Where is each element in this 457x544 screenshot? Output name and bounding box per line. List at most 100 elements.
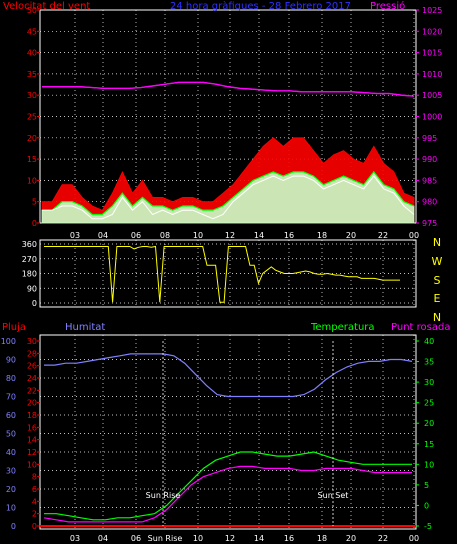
rain-y-tick-label: 22	[27, 386, 37, 395]
direction-y-tick-label: 270	[22, 255, 37, 264]
top-y-right-tick-label: 985	[422, 176, 437, 185]
bottom-x-tick-label: 22	[378, 534, 388, 543]
humidity-y-tick-label: 10	[6, 504, 16, 513]
rain-title: Pluja	[2, 322, 26, 333]
wind-direction-series-line	[44, 245, 400, 303]
top-y-left-tick-label: 50	[27, 6, 37, 15]
rain-y-tick-label: 16	[27, 423, 37, 432]
direction-label: W	[432, 255, 443, 268]
top-x-tick-label: 16	[284, 231, 294, 240]
bottom-x-tick-label: 00	[409, 534, 419, 543]
dewpoint-series-line	[43, 465, 412, 523]
chart-date-title: 24 hora gràfiques - 28 Febrero 2017	[170, 0, 351, 12]
direction-label: N	[433, 311, 441, 324]
top-x-tick-label: 06	[131, 231, 141, 240]
direction-y-tick-label: 360	[22, 240, 37, 249]
bottom-x-tick-label: 14	[254, 534, 264, 543]
wind-average-series-line	[42, 170, 415, 216]
direction-y-tick-label: 0	[32, 299, 37, 308]
top-x-tick-label: 14	[254, 231, 264, 240]
pressure-title: Pressió	[370, 0, 405, 12]
top-y-right-tick-label: 1020	[422, 27, 442, 36]
top-y-right-tick-label: 1010	[422, 70, 442, 79]
top-y-left-tick-label: 10	[27, 176, 37, 185]
temperature-y-tick-label: -5	[424, 522, 432, 531]
humidity-series-line	[44, 353, 413, 398]
humidity-y-tick-label: 0	[11, 522, 16, 531]
rain-y-tick-label: 4	[32, 497, 37, 506]
top-y-right-tick-label: 980	[422, 198, 437, 207]
rain-y-tick-label: 12	[27, 448, 37, 457]
top-y-left-tick-label: 20	[27, 134, 37, 143]
temperature-y-tick-label: 30	[424, 378, 434, 387]
top-x-tick-label: 10	[193, 231, 203, 240]
top-x-tick-label: 04	[98, 231, 108, 240]
bottom-x-tick-label: 12	[225, 534, 235, 543]
top-x-tick-label: 00	[409, 231, 419, 240]
bottom-x-tick-label: 04	[98, 534, 108, 543]
rain-y-tick-label: 0	[32, 522, 37, 531]
top-y-right-tick-label: 1000	[422, 113, 442, 122]
rain-y-tick-label: 14	[27, 436, 37, 445]
humidity-y-tick-label: 100	[1, 337, 16, 346]
wind-speed-series-line	[42, 175, 415, 220]
top-y-left-tick-label: 25	[27, 113, 37, 122]
direction-label: S	[434, 274, 441, 287]
top-y-left-tick-label: 5	[32, 198, 37, 207]
rain-y-tick-label: 10	[27, 460, 37, 469]
top-y-left-tick-label: 40	[27, 49, 37, 58]
temperature-y-tick-label: 10	[424, 460, 434, 469]
rain-y-tick-label: 2	[32, 510, 37, 519]
sun-annotation-label: Sun Rise	[146, 491, 181, 500]
top-y-right-tick-label: 975	[422, 219, 437, 228]
direction-y-tick-label: 180	[22, 270, 37, 279]
top-x-tick-label: 08	[160, 231, 170, 240]
rain-y-tick-label: 28	[27, 349, 37, 358]
top-y-left-tick-label: 0	[32, 219, 37, 228]
humidity-y-tick-label: 60	[6, 411, 16, 420]
bottom-x-tick-label: 20	[346, 534, 356, 543]
wind-speed-title: Velocitat del vent	[3, 1, 90, 12]
bottom-x-tick-label: 06	[131, 534, 141, 543]
top-x-tick-label: 03	[70, 231, 80, 240]
bottom-x-tick-label: 10	[193, 534, 203, 543]
humidity-y-tick-label: 30	[6, 467, 16, 476]
humidity-y-tick-label: 70	[6, 393, 16, 402]
humidity-title: Humitat	[65, 322, 105, 333]
sun-annotation-label: Sun Set	[318, 491, 349, 500]
rain-y-tick-label: 20	[27, 399, 37, 408]
bottom-chart-frame	[39, 334, 417, 530]
temperature-y-tick-label: 25	[424, 399, 434, 408]
top-x-tick-label: 22	[378, 231, 388, 240]
direction-label: N	[433, 236, 441, 249]
pressure-series-line	[42, 81, 415, 97]
top-x-tick-label: 12	[225, 231, 235, 240]
bottom-x-tick-label: Sun Rise	[148, 534, 183, 543]
temperature-y-tick-label: 20	[424, 419, 434, 428]
temperature-y-tick-label: 5	[424, 481, 429, 490]
temperature-series-line	[44, 451, 412, 521]
temperature-y-tick-label: 0	[424, 501, 429, 510]
direction-y-tick-label: 90	[27, 284, 37, 293]
top-x-tick-label: 18	[317, 231, 327, 240]
direction-label: E	[434, 292, 441, 305]
rain-y-tick-label: 8	[32, 473, 37, 482]
top-y-right-tick-label: 990	[422, 155, 437, 164]
humidity-y-tick-label: 50	[6, 430, 16, 439]
rain-y-tick-label: 26	[27, 362, 37, 371]
temperature-title: Temperatura	[310, 322, 375, 333]
top-y-left-tick-label: 15	[27, 155, 37, 164]
top-x-tick-label: 20	[346, 231, 356, 240]
rain-y-tick-label: 30	[27, 337, 37, 346]
humidity-y-tick-label: 20	[6, 485, 16, 494]
rain-y-tick-label: 18	[27, 411, 37, 420]
temperature-y-tick-label: 15	[424, 440, 434, 449]
dewpoint-title: Punt rosada	[391, 322, 450, 333]
temperature-y-tick-label: 40	[424, 337, 434, 346]
rain-y-tick-label: 24	[27, 374, 37, 383]
top-y-left-tick-label: 45	[27, 27, 37, 36]
top-y-right-tick-label: 1025	[422, 6, 442, 15]
